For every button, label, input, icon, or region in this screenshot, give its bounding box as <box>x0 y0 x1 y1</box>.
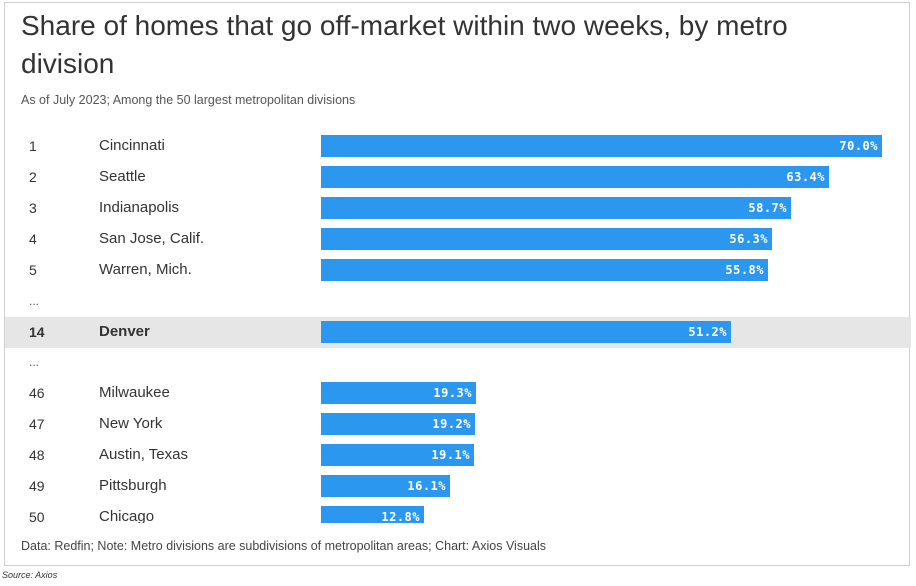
category-label: Warren, Mich. <box>99 261 192 278</box>
bar: 51.2% <box>321 321 731 343</box>
category-label: New York <box>99 415 163 432</box>
bar-row: 5 Warren, Mich. 55.8% <box>5 255 911 286</box>
bar-rows: ... ... 1 Cincinnati 70.0% 2 Seattle 63.4% 3 In… <box>5 131 911 523</box>
source-credit: Source: Axios <box>2 570 58 580</box>
chart-card: Share of homes that go off-market within… <box>4 2 911 566</box>
rank-label: 5 <box>29 262 37 278</box>
rank-label: 48 <box>29 447 45 463</box>
bar: 16.1% <box>321 475 450 497</box>
data-label: 58.7% <box>748 201 787 215</box>
rank-label: 3 <box>29 200 37 216</box>
bar-row: 3 Indianapolis 58.7% <box>5 193 911 224</box>
category-label: Milwaukee <box>99 384 170 401</box>
bar: 63.4% <box>321 166 829 188</box>
data-label: 19.3% <box>433 386 472 400</box>
bar: 19.1% <box>321 444 474 466</box>
category-label: Indianapolis <box>99 199 180 216</box>
data-label: 19.2% <box>432 417 471 431</box>
data-label: 55.8% <box>725 263 764 277</box>
rank-label: 2 <box>29 169 37 185</box>
category-label: Denver <box>99 323 150 340</box>
bar-row: 46 Milwaukee 19.3% <box>5 378 911 409</box>
chart-title: Share of homes that go off-market within… <box>21 10 788 79</box>
category-label: Cincinnati <box>99 137 165 154</box>
data-label: 63.4% <box>786 170 825 184</box>
data-label: 56.3% <box>729 232 768 246</box>
category-label: Pittsburgh <box>99 477 167 494</box>
bar-row: 47 New York 19.2% <box>5 409 911 440</box>
bar: 19.2% <box>321 413 475 435</box>
data-label: 51.2% <box>688 325 727 339</box>
bar-row: 4 San Jose, Calif. 56.3% <box>5 224 911 255</box>
bar-row: 48 Austin, Texas 19.1% <box>5 440 911 471</box>
data-label: 19.1% <box>431 448 470 462</box>
bar: 70.0% <box>321 135 882 157</box>
rank-label: 49 <box>29 478 45 494</box>
data-label: 16.1% <box>407 479 446 493</box>
rank-label: 46 <box>29 385 45 401</box>
bar: 58.7% <box>321 197 791 219</box>
bar: 12.8% <box>321 506 424 523</box>
ellipsis-top: ... <box>29 294 40 308</box>
bar: 56.3% <box>321 228 772 250</box>
rank-label: 4 <box>29 231 37 247</box>
data-label: 12.8% <box>381 510 420 523</box>
rank-label: 14 <box>29 324 45 340</box>
bar-row: 50 Chicago 12.8% <box>5 502 911 523</box>
bar-row: 2 Seattle 63.4% <box>5 162 911 193</box>
ellipsis-bottom: ... <box>29 355 40 369</box>
category-label: San Jose, Calif. <box>99 230 205 247</box>
category-label: Austin, Texas <box>99 446 188 463</box>
chart-footer: Data: Redfin; Note: Metro divisions are … <box>21 539 547 553</box>
bar-row: 49 Pittsburgh 16.1% <box>5 471 911 502</box>
chart-subtitle: As of July 2023; Among the 50 largest me… <box>21 93 356 107</box>
category-label: Seattle <box>99 168 146 185</box>
bar: 19.3% <box>321 382 476 404</box>
bar-row: 1 Cincinnati 70.0% <box>5 131 911 162</box>
rank-label: 50 <box>29 509 45 523</box>
rank-label: 1 <box>29 138 37 154</box>
rank-label: 47 <box>29 416 45 432</box>
category-label: Chicago <box>99 508 155 523</box>
bar-row: 14 Denver 51.2% <box>5 317 911 348</box>
bar: 55.8% <box>321 259 768 281</box>
data-label: 70.0% <box>839 139 878 153</box>
